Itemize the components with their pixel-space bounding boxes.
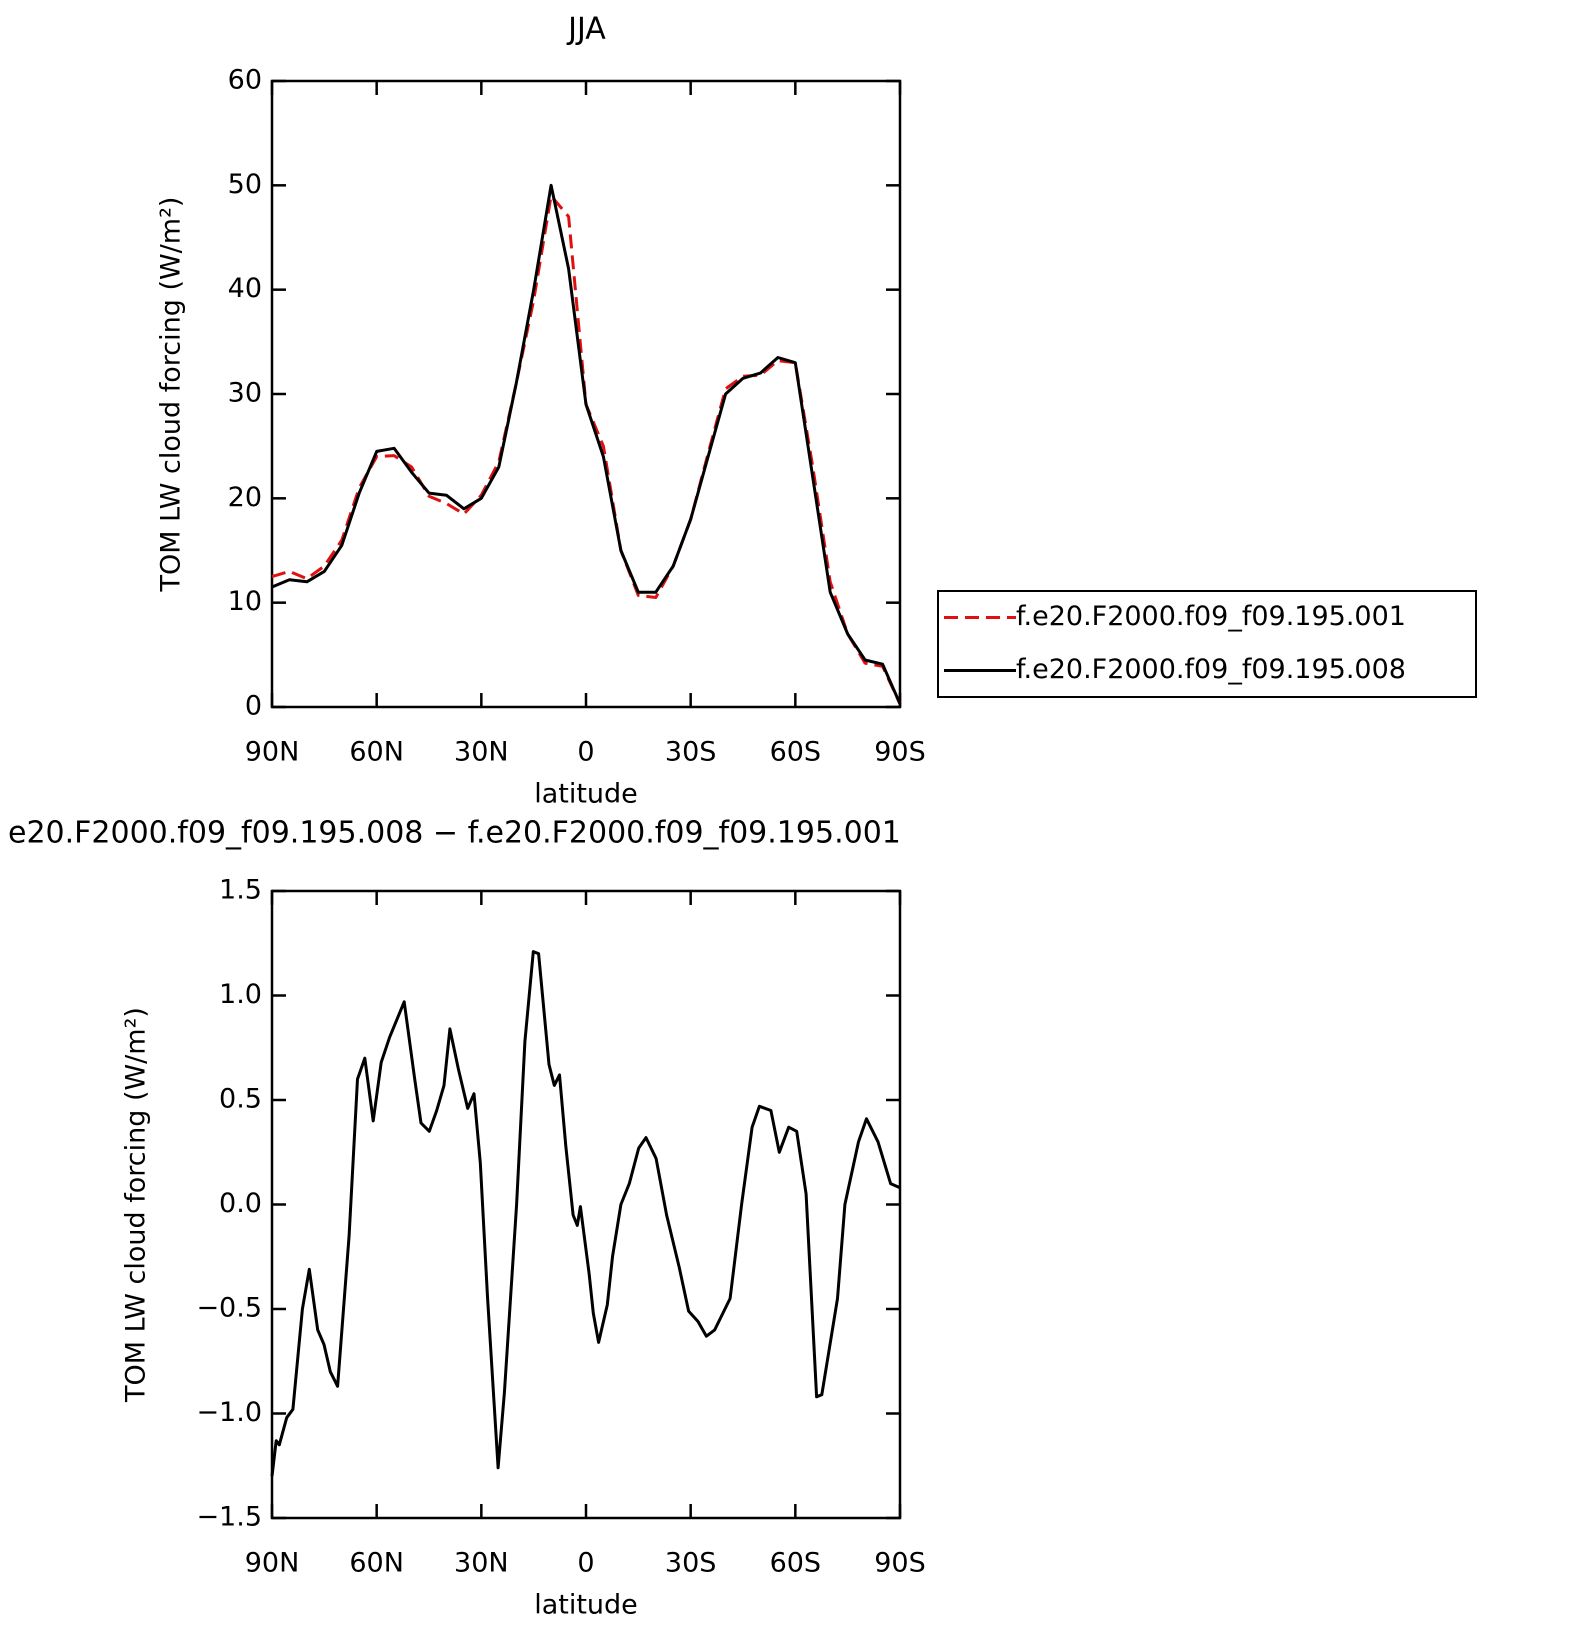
data-line: [271, 194, 902, 705]
x-tick-label: 30S: [665, 737, 717, 768]
x-tick-label: 90N: [245, 737, 300, 768]
legend-label: f.e20.F2000.f09_f09.195.001: [1016, 601, 1406, 632]
x-tick-label: 60N: [349, 1548, 404, 1579]
chart-title: e20.F2000.f09_f09.195.008 − f.e20.F2000.…: [8, 816, 901, 851]
y-tick-label: 30: [228, 378, 262, 409]
chart-title: JJA: [566, 12, 606, 47]
x-tick-label: 30S: [665, 1548, 717, 1579]
legend-label: f.e20.F2000.f09_f09.195.008: [1016, 654, 1406, 685]
y-tick-label: 10: [228, 586, 262, 617]
y-tick-label: 0: [245, 691, 262, 722]
y-axis-label: TOM LW cloud forcing (W/m²): [156, 197, 187, 593]
y-tick-label: −1.5: [196, 1502, 262, 1533]
y-tick-label: 40: [228, 273, 262, 304]
x-tick-label: 0: [577, 1548, 594, 1579]
x-axis-label: latitude: [534, 1590, 638, 1621]
x-tick-label: 60S: [770, 737, 822, 768]
y-axis-label: TOM LW cloud forcing (W/m²): [121, 1007, 152, 1403]
y-tick-label: 1.0: [219, 979, 262, 1010]
x-tick-label: 90S: [874, 737, 926, 768]
y-tick-label: 60: [228, 65, 262, 96]
y-tick-label: 0.5: [219, 1084, 262, 1115]
x-tick-label: 90S: [874, 1548, 926, 1579]
x-tick-label: 30N: [454, 1548, 509, 1579]
y-tick-label: 1.5: [219, 875, 262, 906]
x-tick-label: 0: [577, 737, 594, 768]
x-tick-label: 90N: [245, 1548, 300, 1579]
data-line: [270, 950, 901, 1477]
y-tick-label: 0.0: [219, 1188, 262, 1219]
x-axis-label: latitude: [534, 779, 638, 810]
y-tick-label: −1.0: [196, 1397, 262, 1428]
data-line: [271, 183, 902, 705]
x-tick-label: 30N: [454, 737, 509, 768]
x-tick-label: 60N: [349, 737, 404, 768]
legend-box: [937, 590, 1477, 698]
x-tick-label: 60S: [770, 1548, 822, 1579]
y-tick-label: 50: [228, 169, 262, 200]
y-tick-label: 20: [228, 482, 262, 513]
y-tick-label: −0.5: [196, 1293, 262, 1324]
